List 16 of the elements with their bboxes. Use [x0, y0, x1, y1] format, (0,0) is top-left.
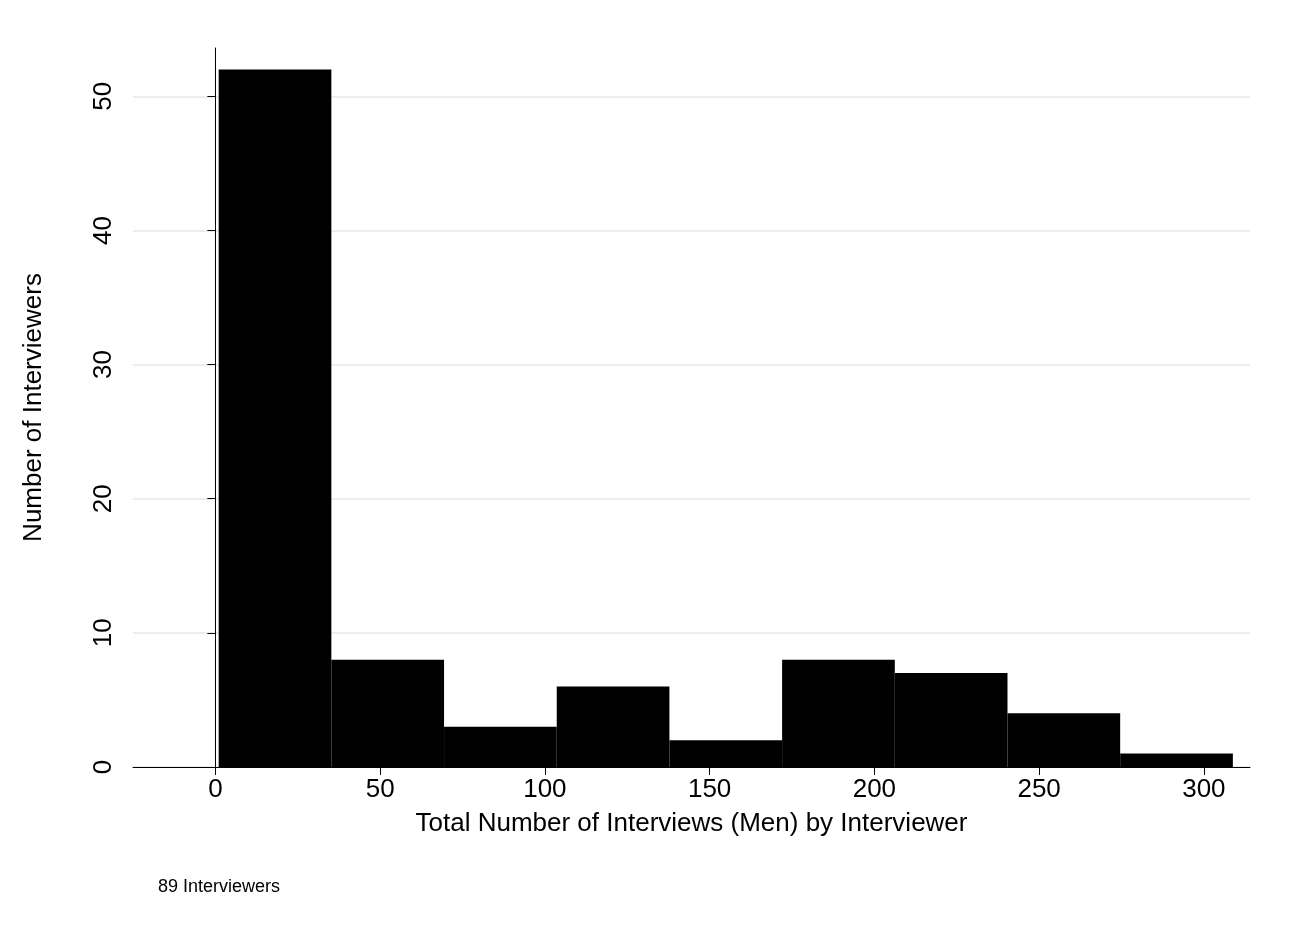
x-tick-label: 150 — [687, 773, 732, 803]
x-tick-label: 100 — [523, 773, 567, 803]
x-tick-label: 300 — [1182, 773, 1226, 803]
x-axis-title: Total Number of Interviews (Men) by Interviewer — [415, 807, 968, 837]
y-tick-label: 20 — [87, 484, 117, 514]
x-tick-label: 250 — [1017, 773, 1061, 803]
y-axis-title: Number of Interviewers — [17, 273, 47, 542]
y-tick-label: 0 — [87, 759, 117, 775]
x-tick-label: 50 — [365, 773, 395, 803]
x-tick-label: 200 — [852, 773, 897, 803]
y-tick-label: 30 — [87, 350, 117, 380]
x-tick-label: 0 — [208, 773, 223, 803]
y-tick-label: 40 — [87, 215, 117, 245]
text: 89 Interviewers — [158, 876, 281, 896]
y-tick-label: 10 — [87, 618, 117, 648]
y-tick-label: 50 — [87, 81, 117, 111]
